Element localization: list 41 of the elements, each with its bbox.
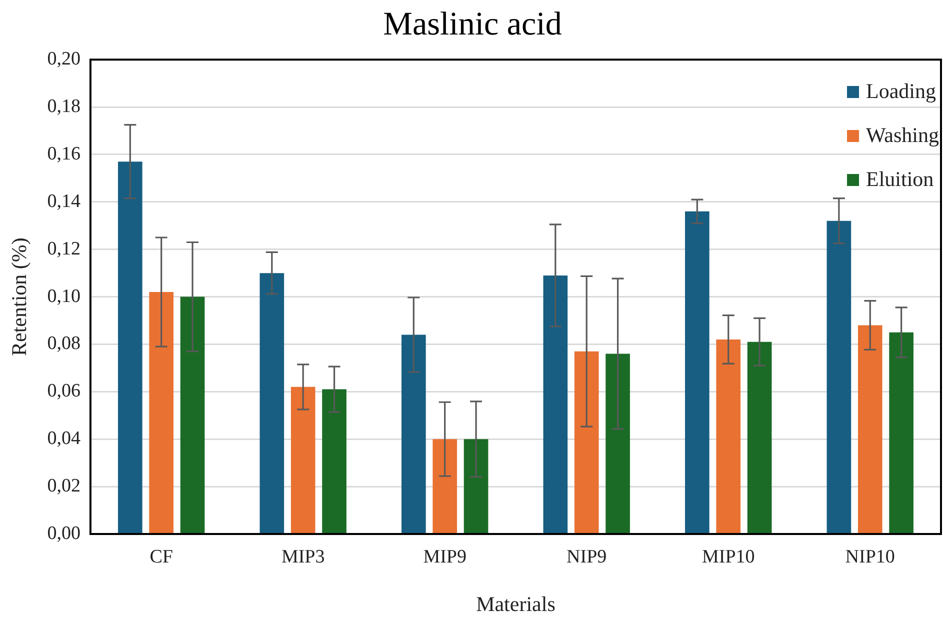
y-tick-label: 0,20 — [47, 48, 80, 70]
bar — [606, 354, 630, 534]
x-tick-label: MIP3 — [281, 546, 325, 568]
bar — [464, 439, 488, 534]
bar — [716, 339, 741, 534]
x-tick-label: CF — [150, 546, 173, 568]
x-tick-label: MIP9 — [423, 546, 466, 568]
y-tick-label: 0,08 — [47, 333, 80, 354]
y-tick-label: 0,14 — [47, 190, 81, 212]
bar — [118, 162, 142, 534]
y-axis-title: Retention (%) — [7, 238, 32, 356]
y-tick-label: 0,18 — [47, 96, 80, 118]
bar — [889, 332, 914, 534]
y-tick-label: 0,00 — [47, 522, 80, 544]
chart-title: Maslinic acid — [383, 6, 562, 42]
y-tick-label: 0,12 — [47, 238, 80, 260]
y-tick-label: 0,16 — [47, 143, 80, 164]
y-tick-label: 0,10 — [47, 286, 80, 307]
legend-label: Loading — [866, 79, 936, 104]
y-tick-label: 0,04 — [47, 428, 81, 450]
bar — [685, 211, 710, 534]
x-tick-label: NIP9 — [566, 546, 607, 568]
y-tick-label: 0,02 — [47, 476, 80, 497]
legend-label: Eluition — [866, 167, 934, 192]
legend-label: Washing — [866, 123, 939, 148]
bar — [149, 292, 174, 534]
bar — [180, 296, 205, 534]
bar — [543, 275, 568, 534]
x-tick-label: NIP10 — [845, 546, 895, 568]
bar — [401, 334, 426, 534]
bar — [747, 342, 772, 534]
y-tick-label: 0,06 — [47, 380, 80, 402]
bar — [260, 273, 284, 534]
bar — [574, 351, 599, 534]
bar — [826, 220, 852, 534]
bar — [322, 389, 346, 534]
bar — [290, 386, 316, 534]
bar — [432, 439, 458, 534]
x-axis-title: Materials — [476, 592, 556, 616]
x-tick-label: MIP10 — [702, 546, 755, 568]
bar — [858, 325, 882, 534]
